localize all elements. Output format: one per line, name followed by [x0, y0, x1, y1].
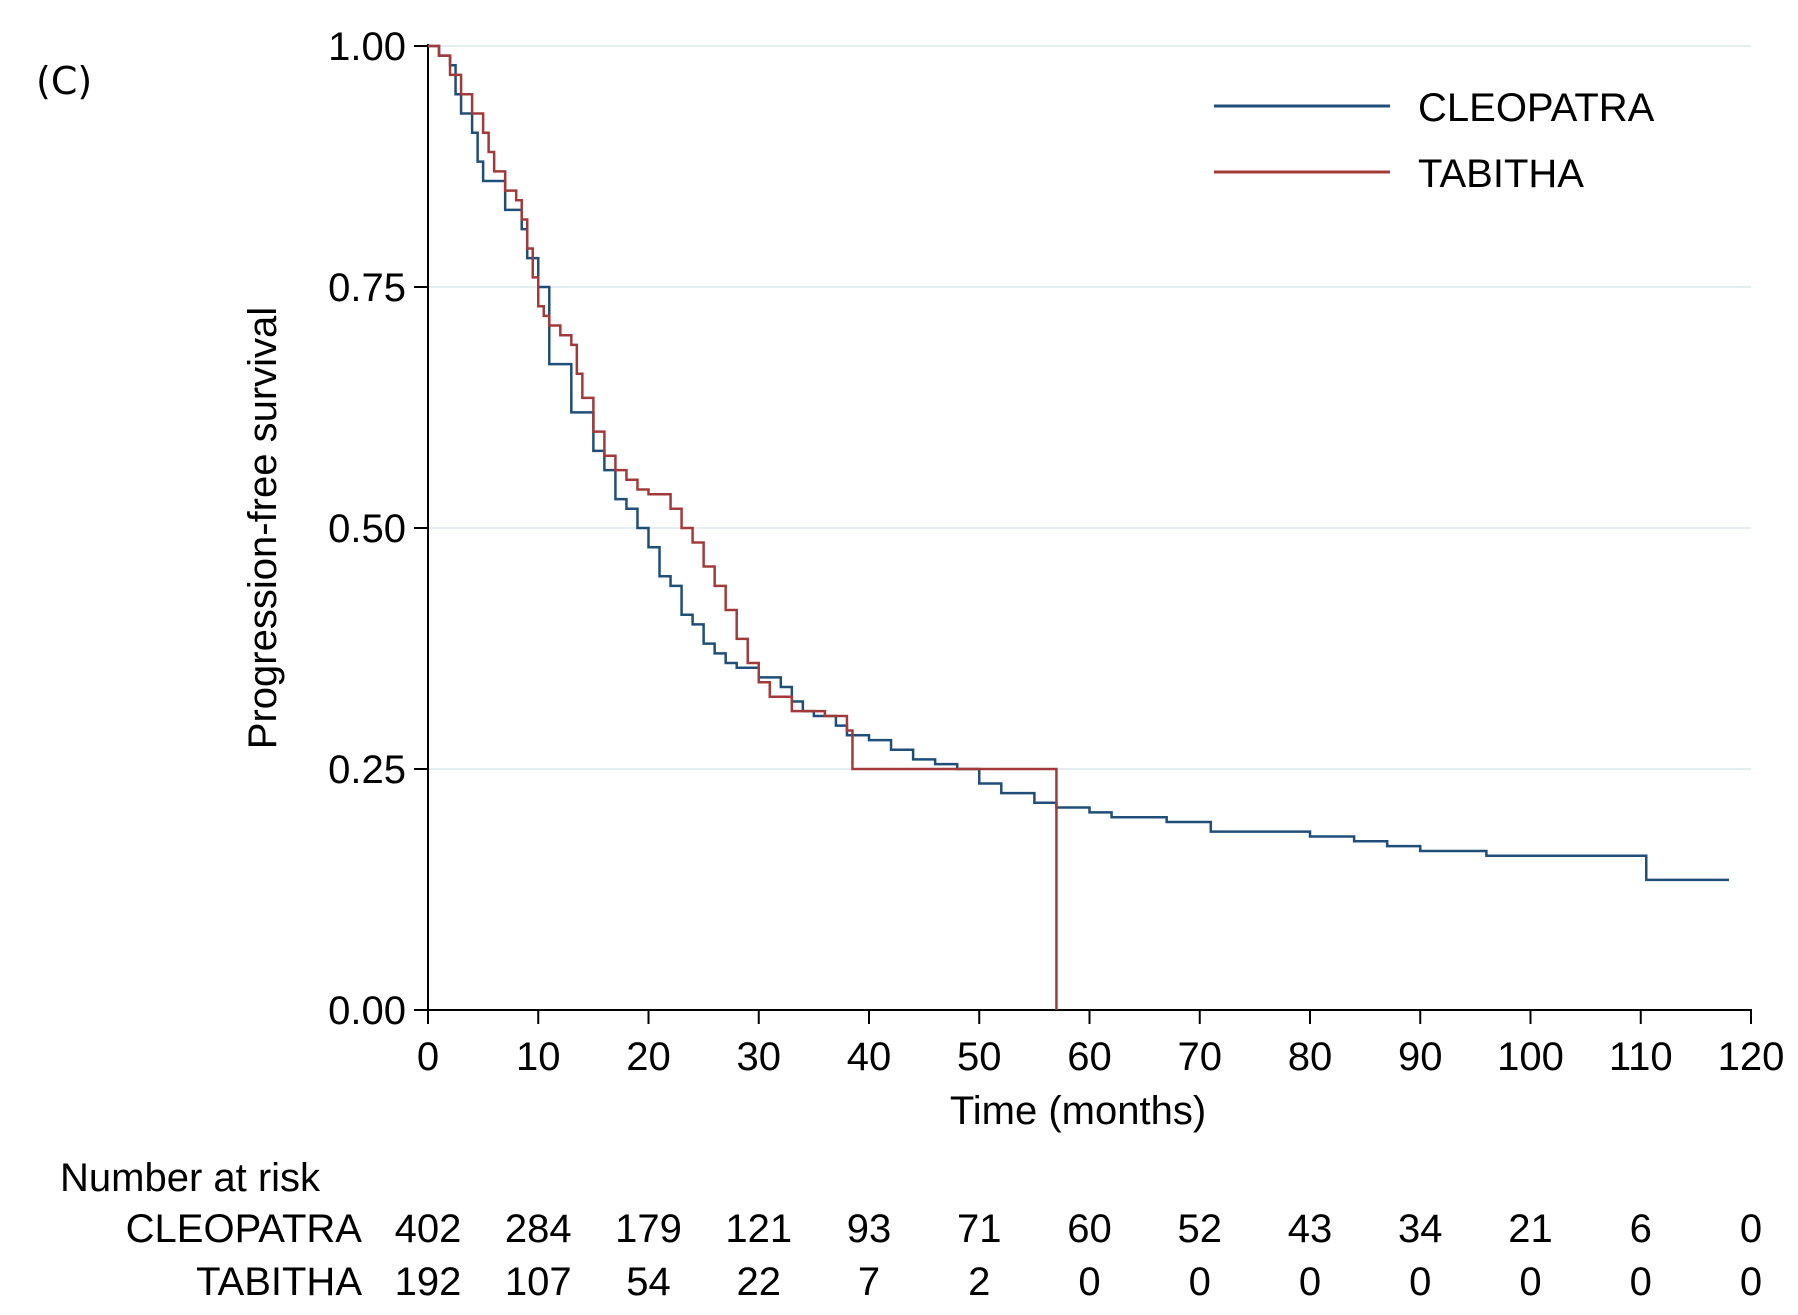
y-tick-label: 1.00	[328, 25, 406, 69]
risk-count: 0	[1519, 1260, 1541, 1304]
risk-count: 179	[615, 1207, 682, 1251]
x-tick-label: 80	[1288, 1035, 1333, 1079]
risk-count: 60	[1067, 1207, 1112, 1251]
y-tick-label: 0.25	[328, 748, 406, 792]
x-tick-label: 60	[1067, 1035, 1112, 1079]
risk-count: 0	[1189, 1260, 1211, 1304]
risk-count: 402	[395, 1207, 462, 1251]
risk-row-label: CLEOPATRA	[126, 1207, 363, 1251]
x-tick-label: 120	[1718, 1035, 1785, 1079]
x-tick-label: 10	[516, 1035, 561, 1079]
risk-count: 0	[1299, 1260, 1321, 1304]
x-tick-label: 110	[1609, 1035, 1673, 1079]
risk-count: 2	[968, 1260, 990, 1304]
risk-count: 192	[395, 1260, 462, 1304]
legend-label-cleopatra: CLEOPATRA	[1418, 86, 1655, 130]
risk-count: 6	[1630, 1207, 1652, 1251]
x-tick-label: 0	[417, 1035, 439, 1079]
risk-count: 43	[1288, 1207, 1333, 1251]
series-tabitha-curve	[428, 44, 1058, 1010]
risk-count: 121	[725, 1207, 792, 1251]
risk-count: 0	[1409, 1260, 1431, 1304]
legend-label-tabitha: TABITHA	[1418, 152, 1584, 196]
legend: CLEOPATRA TABITHA	[1214, 86, 1655, 196]
risk-count: 107	[505, 1260, 572, 1304]
axes: 0.00 0.25 0.50 0.75 1.00 0 10 20 30 40 50 60 70 80 90 1…	[328, 25, 1784, 1079]
risk-count: 34	[1398, 1207, 1443, 1251]
x-tick-label: 20	[626, 1035, 671, 1079]
x-tick-label: 30	[737, 1035, 782, 1079]
x-tick-label: 50	[957, 1035, 1002, 1079]
risk-count: 21	[1508, 1207, 1553, 1251]
risk-count: 0	[1740, 1207, 1762, 1251]
x-tick-label: 40	[847, 1035, 892, 1079]
y-axis-label: Progression-free survival	[241, 307, 285, 749]
panel-label: (C)	[36, 59, 92, 103]
risk-count: 52	[1178, 1207, 1223, 1251]
x-tick-label: 90	[1398, 1035, 1443, 1079]
risk-count: 0	[1630, 1260, 1652, 1304]
risk-count: 0	[1740, 1260, 1762, 1304]
survival-curves	[428, 44, 1729, 1010]
y-tick-label: 0.75	[328, 266, 406, 310]
y-tick-label: 0.50	[328, 507, 406, 551]
risk-count: 71	[957, 1207, 1002, 1251]
x-tick-label: 100	[1497, 1035, 1564, 1079]
risk-count: 284	[505, 1207, 572, 1251]
risk-count: 54	[626, 1260, 671, 1304]
risk-count: 7	[858, 1260, 880, 1304]
risk-count: 0	[1078, 1260, 1100, 1304]
risk-count: 93	[847, 1207, 892, 1251]
risk-table: Number at risk CLEOPATRA 402 284 179 121 93 71 6…	[60, 1156, 1762, 1304]
risk-table-title: Number at risk	[60, 1156, 321, 1200]
x-tick-label: 70	[1178, 1035, 1223, 1079]
risk-count: 22	[737, 1260, 782, 1304]
x-axis-label: Time (months)	[950, 1089, 1206, 1133]
series-cleopatra-curve	[428, 44, 1729, 882]
y-tick-label: 0.00	[328, 989, 406, 1033]
risk-row-label: TABITHA	[196, 1260, 362, 1304]
